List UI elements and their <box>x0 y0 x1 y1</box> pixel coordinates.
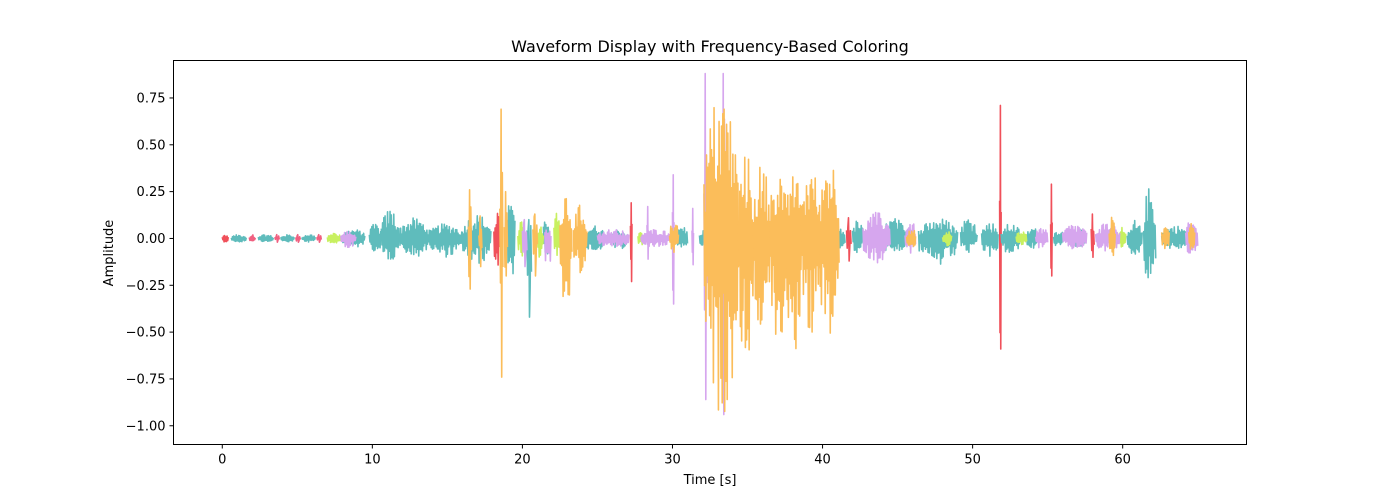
waveform-series-red <box>221 104 1095 350</box>
waveform-segment <box>668 224 680 254</box>
waveform-segment <box>596 229 630 248</box>
waveform-segment <box>785 176 803 350</box>
x-tick-label: 0 <box>218 453 226 468</box>
waveform-segment <box>380 210 401 260</box>
waveform-segment <box>526 218 533 318</box>
waveform-segment <box>691 207 695 266</box>
waveform-segment <box>316 233 323 243</box>
plot-frame <box>173 60 1247 445</box>
waveform-segment <box>1015 231 1028 246</box>
waveform-segment <box>1034 227 1049 249</box>
waveform-segment <box>629 202 633 283</box>
waveform-segment <box>703 106 740 413</box>
waveform-segment <box>881 217 906 252</box>
waveform-segment <box>280 234 296 243</box>
y-tick-label: 0.75 <box>137 91 166 106</box>
y-tick-label: 0.50 <box>137 138 166 153</box>
waveform-segment <box>1126 219 1143 255</box>
waveform-segment <box>248 234 257 242</box>
waveform-segment <box>521 218 528 268</box>
waveform-segment <box>905 229 917 248</box>
waveform-series-orange <box>467 106 1196 413</box>
waveform-segment <box>1061 224 1088 250</box>
waveform-segment <box>959 219 978 254</box>
plot-area <box>221 72 1199 416</box>
waveform-segment <box>1187 222 1196 250</box>
y-axis: 0.75 0.50 0.25 0.00 −0.25 −0.50 −0.75 −1.00 <box>126 91 174 434</box>
x-tick-label: 60 <box>1114 453 1131 468</box>
waveform-segment <box>572 204 588 274</box>
waveform-segment <box>536 226 545 258</box>
waveform-segment <box>800 177 821 333</box>
waveform-segment <box>559 197 573 298</box>
waveform-segment <box>301 234 317 243</box>
waveform-segment <box>1049 183 1053 277</box>
waveform-segment <box>640 229 672 248</box>
y-tick-label: −1.00 <box>126 419 166 434</box>
waveform-segment <box>1142 188 1157 279</box>
x-tick-label: 40 <box>814 453 831 468</box>
waveform-segment <box>428 223 464 258</box>
y-axis-label: Amplitude <box>102 220 117 287</box>
waveform-segment <box>998 104 1002 350</box>
waveform-series-group <box>221 72 1199 416</box>
y-tick-label: 0.00 <box>137 232 166 247</box>
waveform-segment <box>499 108 504 378</box>
waveform-segment <box>295 233 302 243</box>
waveform-segment <box>769 178 788 335</box>
x-tick-label: 50 <box>964 453 981 468</box>
waveform-segment <box>340 230 357 249</box>
x-tick-label: 30 <box>664 453 681 468</box>
waveform-series-pink <box>248 233 323 243</box>
waveform-segment <box>845 217 852 262</box>
waveform-segment <box>493 212 501 266</box>
waveform-segment <box>752 166 771 325</box>
waveform-segment <box>941 231 953 247</box>
waveform-segment <box>257 234 275 243</box>
waveform-segment <box>341 229 366 248</box>
y-tick-label: −0.25 <box>126 279 166 294</box>
waveform-segment <box>1108 216 1116 257</box>
waveform-segment <box>221 234 230 243</box>
waveform-segment <box>646 205 650 260</box>
waveform-segment <box>478 215 483 268</box>
waveform-series-lime <box>326 212 1127 258</box>
chart-title: Waveform Display with Frequency-Based Co… <box>511 37 909 56</box>
waveform-segment <box>1090 213 1095 258</box>
x-axis: 0 10 20 30 40 50 60 <box>218 444 1131 468</box>
x-tick-label: 10 <box>364 453 381 468</box>
waveform-segment <box>818 169 840 334</box>
waveform-segment <box>503 190 509 277</box>
waveform-segment <box>398 217 431 257</box>
y-tick-label: 0.25 <box>137 185 166 200</box>
waveform-segment <box>506 205 516 275</box>
waveform-segment <box>671 173 675 305</box>
waveform-segment <box>326 232 342 244</box>
waveform-segment <box>1160 227 1171 250</box>
y-tick-label: −0.50 <box>126 326 166 341</box>
waveform-segment <box>980 223 999 257</box>
waveform-segment <box>274 233 281 243</box>
waveform-segment <box>737 156 755 351</box>
waveform-segment <box>1000 223 1022 253</box>
waveform-segment <box>862 211 891 264</box>
x-tick-label: 20 <box>514 453 531 468</box>
waveform-segment <box>467 188 473 290</box>
waveform-segment <box>532 213 539 277</box>
waveform-segment <box>851 220 864 254</box>
x-axis-label: Time [s] <box>683 473 737 488</box>
waveform-segment <box>230 234 248 243</box>
waveform-segment <box>461 215 492 264</box>
y-tick-label: −0.75 <box>126 372 166 387</box>
waveform-segment <box>544 229 552 262</box>
waveform-segment <box>368 223 383 252</box>
